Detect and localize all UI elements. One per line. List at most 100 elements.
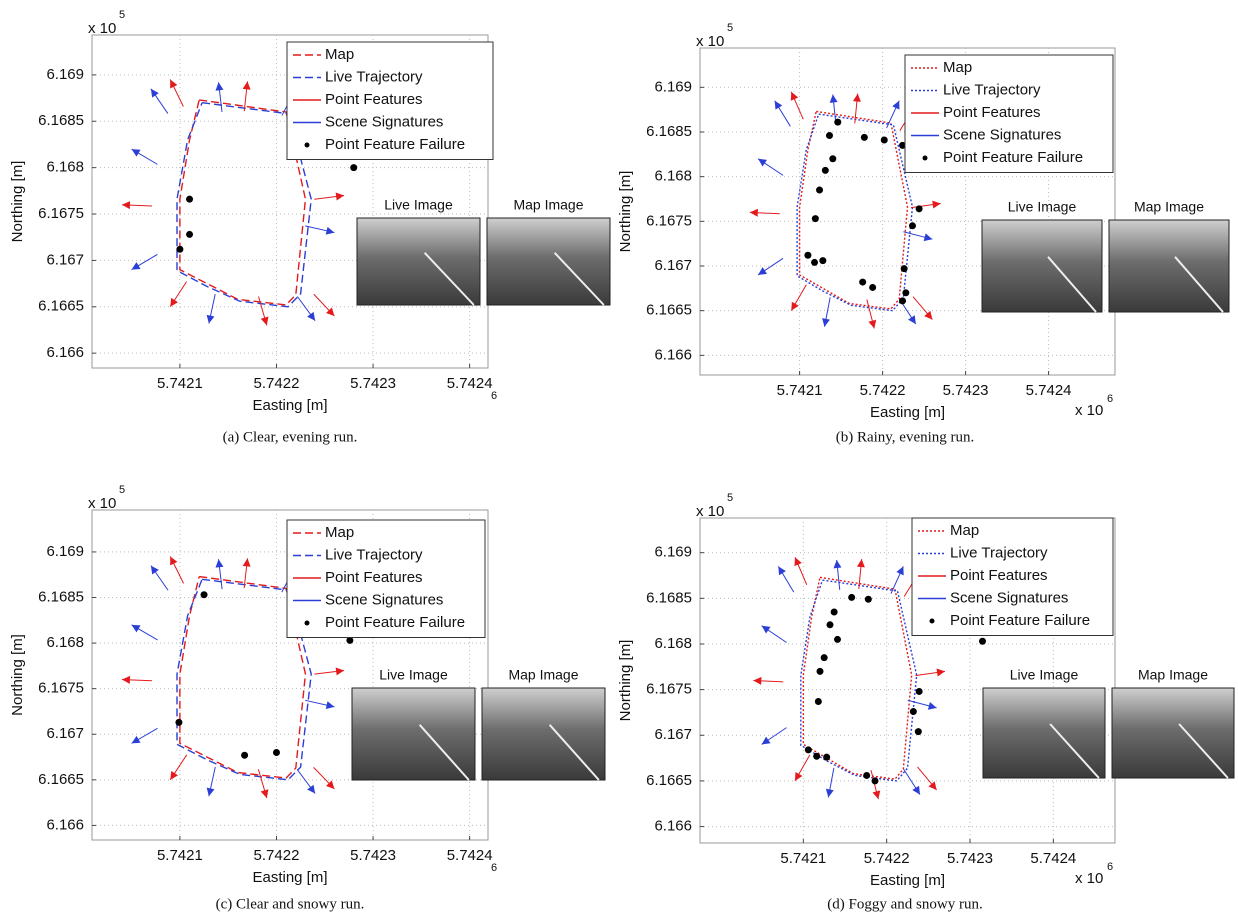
- y-axis-label: Northing [m]: [617, 171, 634, 253]
- feature-arrow: [777, 566, 795, 593]
- failure-point: [816, 186, 824, 194]
- feature-arrow: [757, 158, 784, 176]
- failure-point: [813, 752, 821, 760]
- feature-arrow: [305, 699, 335, 710]
- camera-image: [981, 219, 1103, 313]
- feature-arrow: [856, 559, 865, 589]
- failure-point: [819, 257, 827, 265]
- caption: (a) Clear, evening run.: [223, 429, 358, 445]
- arrow-head: [928, 781, 937, 791]
- y-multiplier-exponent: 5: [727, 492, 733, 504]
- feature-arrow: [314, 667, 345, 676]
- y-tick-label: 6.1685: [38, 588, 84, 605]
- arrow-head: [872, 790, 881, 800]
- y-tick-label: 6.167: [654, 257, 692, 274]
- y-multiplier: x 10: [88, 495, 116, 512]
- arrow-head: [260, 316, 269, 326]
- failure-point: [902, 289, 910, 297]
- arrow-head: [774, 100, 783, 110]
- feature-arrow: [825, 767, 835, 798]
- y-tick-label: 6.1685: [646, 123, 692, 140]
- failure-point: [830, 608, 838, 616]
- feature-arrow: [753, 676, 784, 685]
- y-tick-label: 6.1675: [38, 680, 84, 697]
- feature-arrow: [761, 727, 787, 745]
- feature-arrow: [915, 668, 946, 677]
- y-multiplier: x 10: [696, 503, 724, 520]
- legend-label: Live Trajectory: [325, 546, 423, 563]
- feature-arrow: [852, 93, 861, 124]
- caption: (c) Clear and snowy run.: [216, 896, 365, 912]
- arrow-head: [936, 668, 945, 677]
- y-tick-label: 6.166: [46, 344, 84, 361]
- feature-arrow: [131, 727, 158, 744]
- feature-arrow: [829, 94, 838, 125]
- failure-point: [859, 278, 867, 286]
- x-axis-label: Easting [m]: [252, 397, 327, 414]
- image-label: Live Image: [379, 667, 448, 683]
- arrow-head: [932, 200, 941, 209]
- y-tick-label: 6.1675: [38, 205, 84, 222]
- failure-point: [186, 195, 194, 203]
- feature-arrow: [313, 293, 335, 317]
- image-label: Live Image: [1008, 199, 1077, 215]
- failure-point: [860, 133, 868, 141]
- feature-arrow: [886, 100, 900, 129]
- failure-point: [880, 136, 888, 144]
- legend-label: Point Feature Failure: [950, 612, 1090, 629]
- arrow-head: [791, 301, 799, 311]
- x-tick-label: 5.7423: [943, 382, 989, 399]
- failure-point: [908, 222, 916, 230]
- arrow-head: [761, 736, 771, 745]
- y-tick-label: 6.168: [46, 634, 84, 651]
- trajectory-line: [176, 102, 312, 308]
- arrow-head: [896, 566, 904, 576]
- failure-point: [272, 748, 280, 756]
- x-tick-label: 5.7421: [157, 375, 203, 392]
- road-marking: [1178, 723, 1229, 779]
- feature-arrow: [169, 281, 187, 308]
- road-marking: [1049, 723, 1100, 779]
- y-tick-label: 6.169: [654, 78, 692, 95]
- y-tick-label: 6.167: [654, 726, 692, 743]
- failure-point: [814, 697, 822, 705]
- legend-label: Scene Signatures: [950, 589, 1068, 606]
- x-tick-label: 5.7421: [157, 847, 203, 864]
- legend-label: Point Feature Failure: [325, 614, 465, 631]
- arrow-head: [758, 267, 767, 275]
- failure-point: [899, 141, 907, 149]
- feature-arrow: [131, 624, 158, 641]
- y-tick-label: 6.1685: [646, 589, 692, 606]
- y-tick-label: 6.1665: [646, 302, 692, 319]
- arrow-head: [868, 319, 877, 329]
- feature-arrow: [790, 284, 807, 311]
- trajectory-line: [176, 578, 312, 781]
- x-tick-label: 5.7424: [447, 847, 493, 864]
- arrow-head: [260, 789, 269, 799]
- arrow-head: [325, 701, 335, 710]
- arrow-head: [927, 701, 937, 710]
- trajectory-line: [798, 110, 909, 310]
- x-tick-label: 5.7421: [780, 850, 826, 867]
- failure-point: [826, 621, 834, 629]
- failure-point: [914, 728, 922, 736]
- y-tick-label: 6.1675: [646, 681, 692, 698]
- feature-arrow: [296, 296, 316, 321]
- feature-arrow: [903, 769, 921, 795]
- x-multiplier-exponent: 6: [1107, 393, 1113, 405]
- failure-point: [979, 637, 986, 645]
- legend-swatch: [304, 142, 310, 148]
- feature-arrow: [794, 557, 808, 586]
- legend-label: Map: [325, 524, 354, 541]
- feature-arrow: [150, 88, 169, 114]
- legend-label: Point Features: [950, 567, 1048, 584]
- y-multiplier: x 10: [696, 33, 724, 50]
- caption: (b) Rainy, evening run.: [836, 429, 975, 445]
- legend-box: [286, 41, 494, 160]
- image-label: Map Image: [513, 197, 583, 213]
- road-marking: [418, 724, 470, 781]
- failure-point: [915, 687, 923, 695]
- arrow-head: [131, 262, 141, 270]
- feature-arrow: [242, 81, 251, 112]
